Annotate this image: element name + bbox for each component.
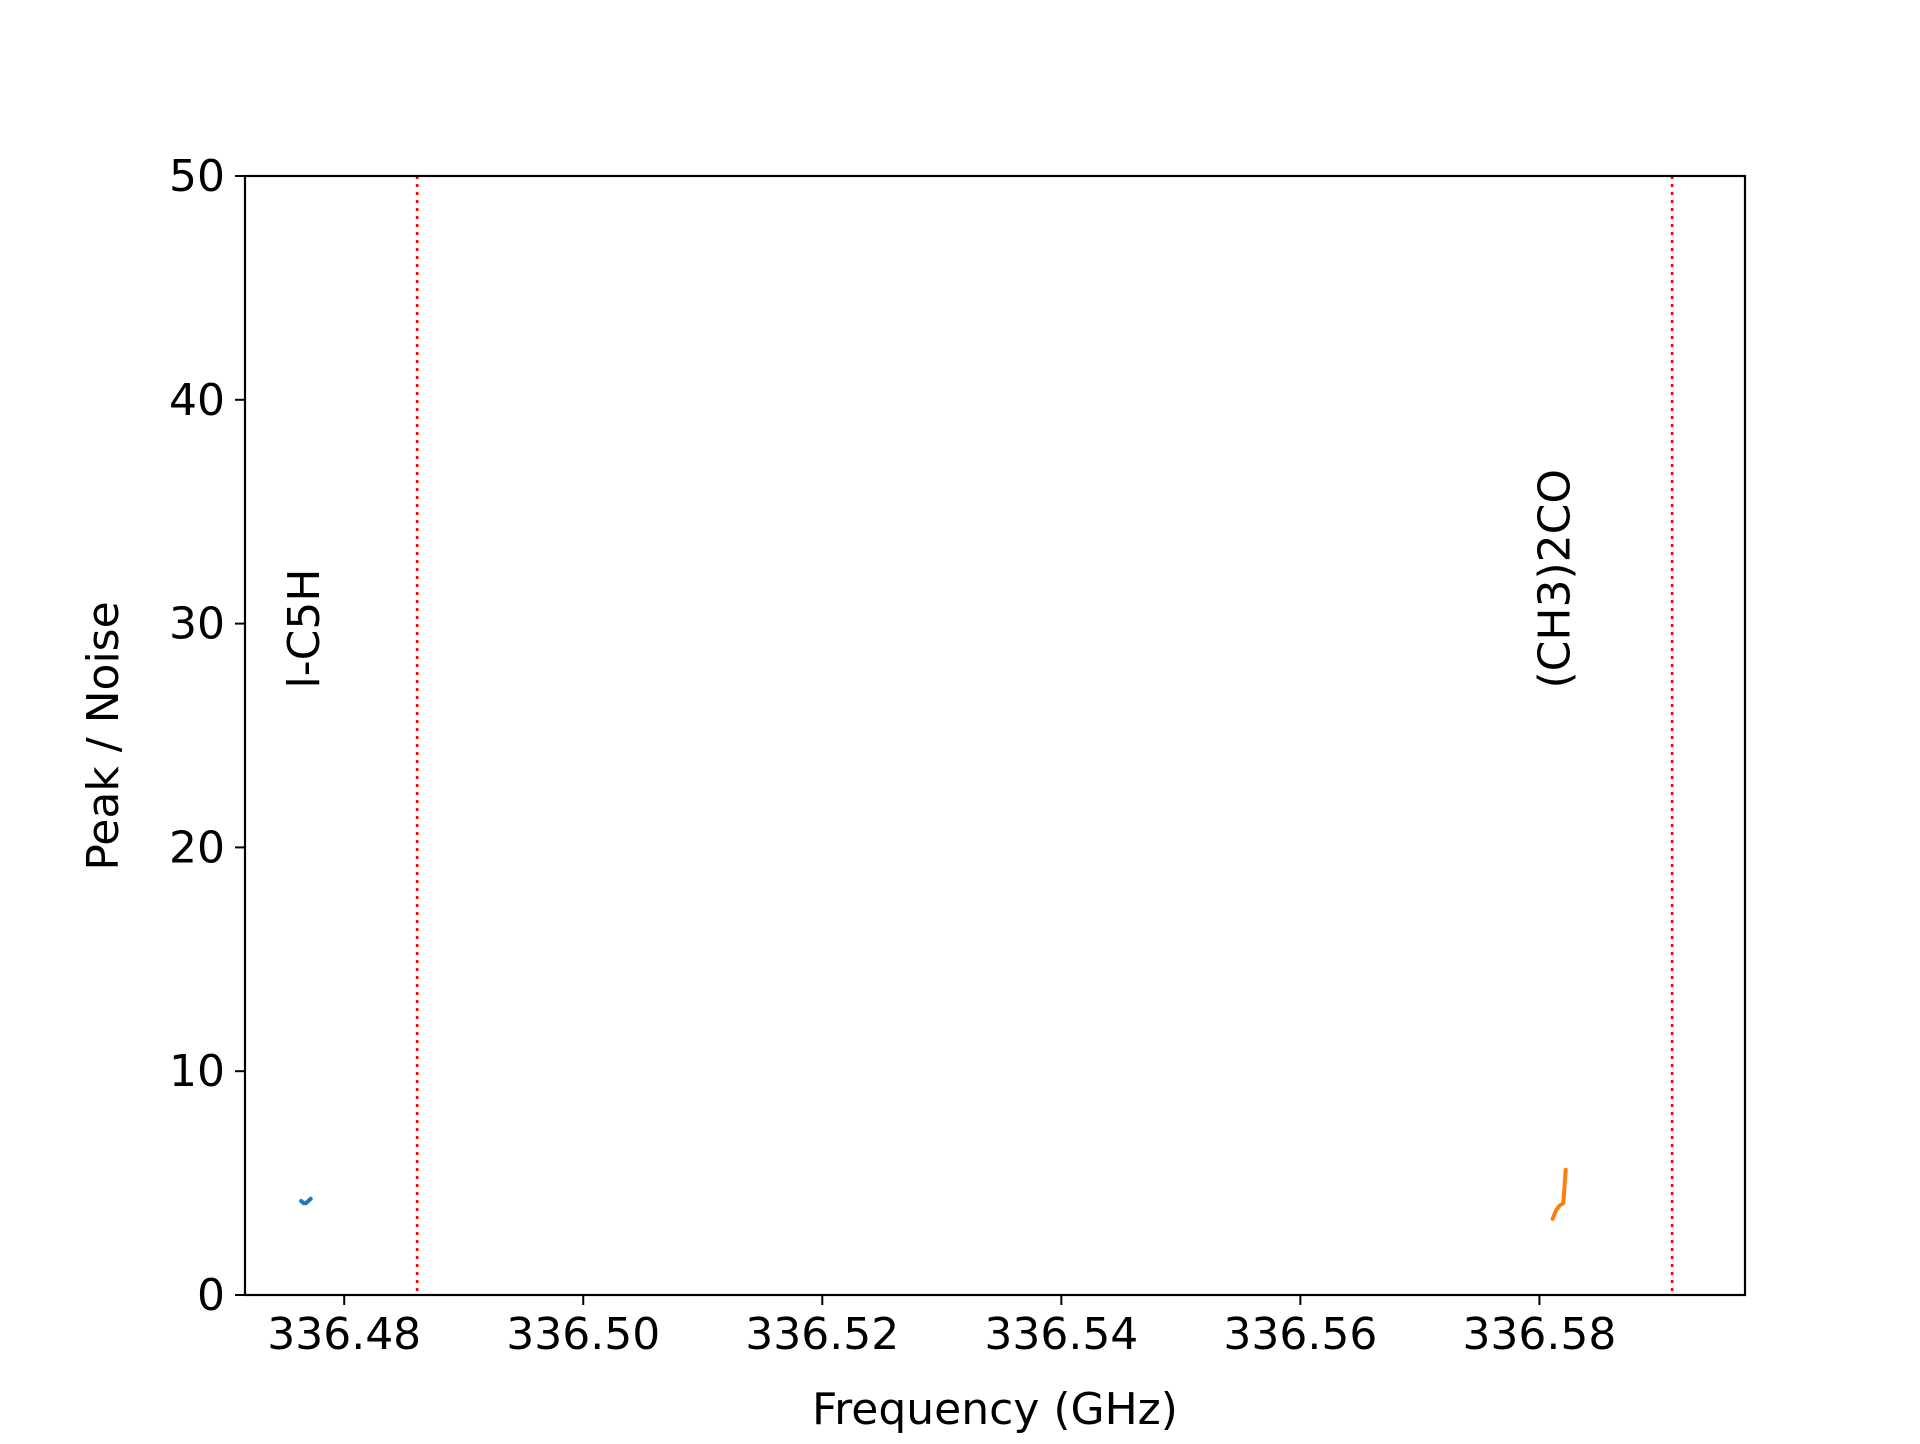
x-tick-label: 336.48 (267, 1309, 421, 1360)
y-tick-label: 40 (169, 375, 225, 426)
x-axis: 336.48 336.50 336.52 336.54 336.56 336.58 (267, 1295, 1616, 1360)
series-layer (299, 1167, 1568, 1221)
y-axis-label: Peak / Noise (78, 601, 129, 870)
x-tick-label: 336.58 (1462, 1309, 1616, 1360)
x-tick-label: 336.50 (506, 1309, 660, 1360)
marker-layer: l-C5H (CH3)2CO (279, 176, 1674, 1295)
x-tick-label: 336.56 (1223, 1309, 1377, 1360)
marker-label-0: l-C5H (279, 569, 330, 689)
y-tick-label: 10 (169, 1046, 225, 1097)
x-axis-label: Frequency (GHz) (812, 1384, 1178, 1435)
y-tick-label: 30 (169, 599, 225, 650)
y-axis: 0 10 20 30 40 50 (169, 151, 245, 1321)
y-tick-label: 0 (197, 1270, 225, 1321)
x-tick-label: 336.52 (745, 1309, 899, 1360)
marker-label-1: (CH3)2CO (1529, 469, 1580, 688)
y-tick-label: 20 (169, 822, 225, 873)
y-tick-label: 50 (169, 151, 225, 202)
series-line-0 (299, 1196, 313, 1206)
plot-frame (243, 174, 1747, 1297)
x-tick-label: 336.54 (984, 1309, 1138, 1360)
series-line-1 (1550, 1167, 1568, 1221)
